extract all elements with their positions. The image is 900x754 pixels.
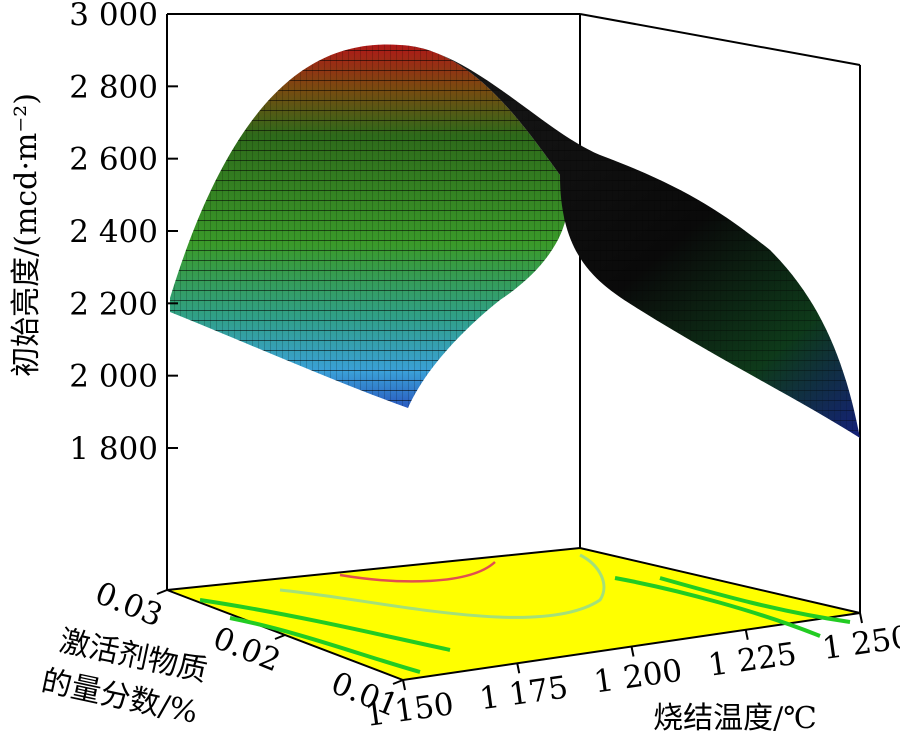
surface-front-mesh [170,44,568,408]
z-tick-label: 3 000 [69,0,158,33]
box-frame [166,13,861,613]
z-tick-label: 2 600 [69,142,158,178]
x-tick-mark [630,646,635,657]
x-axis-label: 烧结温度/℃ [653,701,817,736]
x-tick-mark [516,663,521,674]
x-tick-label: 1 175 [477,669,570,717]
x-tick-label: 1 225 [706,636,799,684]
z-tick-label: 2 000 [69,359,158,395]
z-tick-label: 2 200 [69,286,158,322]
z-axis-label: 初始亮度/(mcd·m⁻²) [9,93,44,377]
z-tick-label: 1 800 [69,431,158,467]
y-tick-label: 0.03 [90,575,167,634]
z-tick-label: 2 400 [69,214,158,250]
floor-contour-green-1 [199,598,451,652]
x-tick-mark [744,629,749,640]
floor-contours [199,553,851,674]
y-tick-mark [156,589,168,595]
y-tick-mark [392,679,404,685]
x-tick-mark [859,612,863,624]
surface-back-mesh [400,45,860,438]
floor-contour-green-3 [614,576,821,638]
z-tick-label: 2 800 [69,69,158,105]
surface [170,44,860,438]
x-tick-label: 1 200 [592,653,685,701]
floor-contour-light-1 [279,553,606,619]
x-tick-mark [402,679,406,691]
z-axis-ticks: 3 000 2 800 2 600 2 400 2 200 2 000 1 800 [69,0,178,467]
frame-top-right [579,13,861,66]
floor-contour-green-2 [229,616,421,674]
floor-contour-green-4 [659,576,851,624]
y-tick-mark [274,634,286,640]
x-tick-label: 1 250 [820,619,900,667]
floor-contour-red [339,561,496,583]
